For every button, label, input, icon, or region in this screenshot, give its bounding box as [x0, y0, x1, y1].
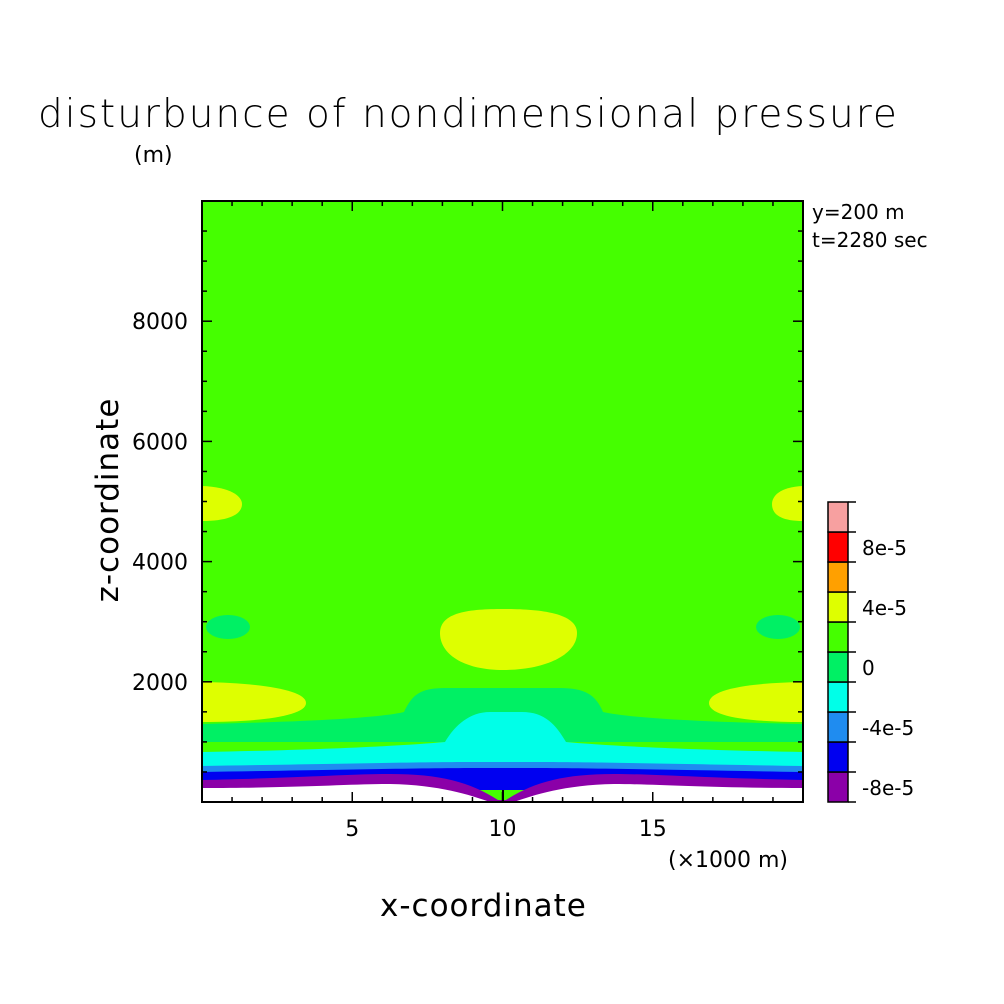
contour-edge-right-zero [756, 615, 800, 639]
y-tick-label: 6000 [132, 430, 188, 455]
y-tick-label: 4000 [132, 551, 188, 576]
x-tick-label: 5 [345, 817, 359, 842]
colorbar-swatch [827, 591, 849, 623]
contour-positive-left-high [202, 486, 242, 521]
colorbar-swatch [827, 501, 849, 533]
y-tick-label: 8000 [132, 310, 188, 335]
contour-cyan-layer [202, 712, 803, 770]
colorbar-label: 4e-5 [862, 596, 907, 620]
y-tick-label: 2000 [132, 671, 188, 696]
y-position-annotation: y=200 m [812, 200, 905, 224]
contour-positive-left-low [202, 682, 306, 722]
colorbar-swatch [827, 681, 849, 713]
x-tick-label: 15 [639, 817, 667, 842]
colorbar-label: -4e-5 [862, 716, 914, 740]
chart-title: disturbunce of nondimensional pressure [38, 92, 899, 137]
tick-labels: 5 10 15 2000 4000 6000 8000 [132, 310, 667, 842]
contour-surface-gap-left [202, 784, 490, 802]
colorbar-label: -8e-5 [862, 776, 914, 800]
colorbar-swatch [827, 741, 849, 773]
contour-positive-right-high [772, 486, 803, 521]
colorbar-label: 8e-5 [862, 536, 907, 560]
colorbar: -8e-5 -4e-5 0 4e-5 8e-5 [827, 501, 914, 803]
colorbar-swatch [827, 621, 849, 653]
colorbar-swatch [827, 561, 849, 593]
contour-field [202, 201, 803, 802]
colorbar-label: 0 [862, 656, 875, 680]
time-annotation: t=2280 sec [812, 228, 928, 252]
axis-ticks [202, 201, 803, 802]
colorbar-swatch [827, 711, 849, 743]
x-tick-label: 10 [489, 817, 517, 842]
contour-edge-left-zero [206, 615, 250, 639]
x-axis-unit: (×1000 m) [668, 848, 789, 873]
contour-positive-center [440, 609, 577, 670]
y-axis-unit: (m) [134, 143, 173, 168]
colorbar-swatch [827, 651, 849, 683]
x-axis-label: x-coordinate [380, 888, 587, 924]
contour-surface-gap-right [514, 784, 803, 802]
colorbar-swatch [827, 531, 849, 563]
contour-positive-right-low [709, 682, 803, 722]
colorbar-swatch [827, 771, 849, 803]
